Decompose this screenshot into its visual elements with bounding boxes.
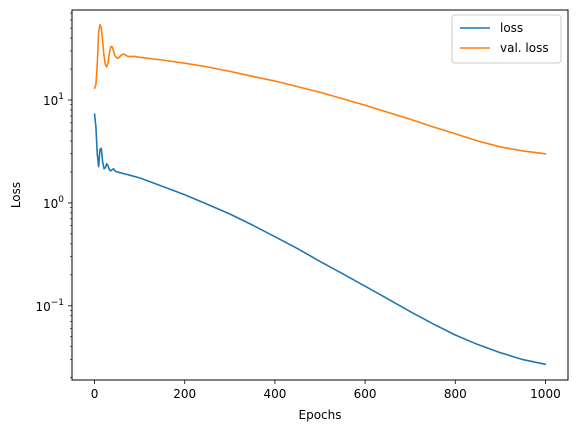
y-axis-title: Loss: [9, 182, 23, 208]
legend-label-loss: loss: [500, 21, 523, 35]
x-axis-title: Epochs: [299, 408, 342, 422]
legend: loss val. loss: [451, 14, 562, 64]
x-tick-label: 1000: [530, 387, 561, 401]
x-tick-label: 200: [173, 387, 196, 401]
plot-frame: [71, 9, 569, 381]
x-tick-label: 600: [354, 387, 377, 401]
x-tick-label: 400: [263, 387, 286, 401]
series-line-loss: [93, 113, 547, 366]
x-axis: 0 200 400 600 800 1000: [91, 380, 561, 401]
x-tick-label: 0: [91, 387, 99, 401]
x-tick-label: 800: [444, 387, 467, 401]
legend-label-val-loss: val. loss: [500, 41, 549, 55]
series-line-val-loss: [93, 23, 547, 155]
series-layer: [93, 23, 547, 366]
legend-box: [451, 14, 562, 64]
